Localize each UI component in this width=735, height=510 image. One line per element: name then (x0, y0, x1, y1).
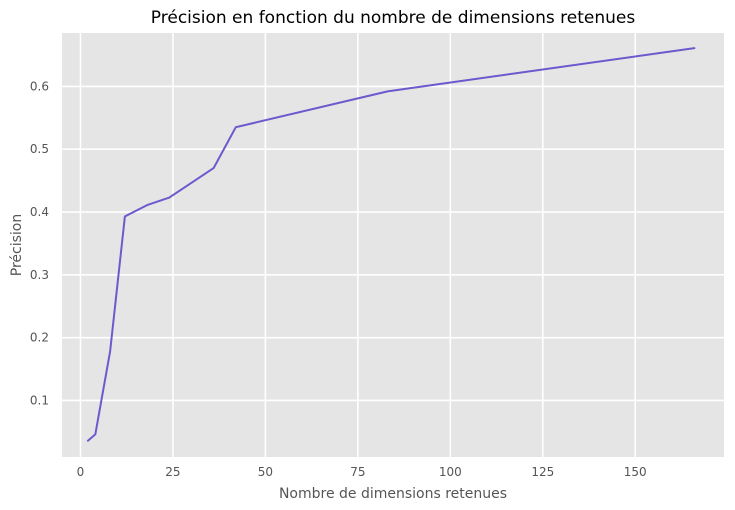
x-tick-label: 50 (258, 465, 273, 479)
x-tick-label: 125 (531, 465, 554, 479)
series-layer (86, 47, 696, 442)
y-tick-label: 0.2 (30, 331, 49, 345)
y-tick-label: 0.3 (30, 268, 49, 282)
x-tick-label: 100 (439, 465, 462, 479)
chart-title: Précision en fonction du nombre de dimen… (151, 8, 636, 28)
x-tick-label: 25 (165, 465, 180, 479)
x-tick-label: 150 (624, 465, 647, 479)
y-tick-label: 0.1 (30, 393, 49, 407)
y-axis-label: Précision (9, 214, 25, 276)
x-tick-label: 0 (77, 465, 85, 479)
y-tick-label: 0.5 (30, 142, 49, 156)
y-tick-label: 0.4 (30, 205, 49, 219)
y-axis-ticks: 0.1 0.2 0.3 0.4 0.5 0.6 (30, 79, 49, 407)
x-axis-ticks: 0 25 50 75 100 125 150 (77, 465, 647, 479)
x-axis-label: Nombre de dimensions retenues (279, 486, 507, 502)
series-line (86, 47, 696, 442)
y-tick-label: 0.6 (30, 79, 49, 93)
plot-area (62, 33, 724, 457)
grid-lines (62, 33, 724, 457)
x-tick-label: 75 (350, 465, 365, 479)
